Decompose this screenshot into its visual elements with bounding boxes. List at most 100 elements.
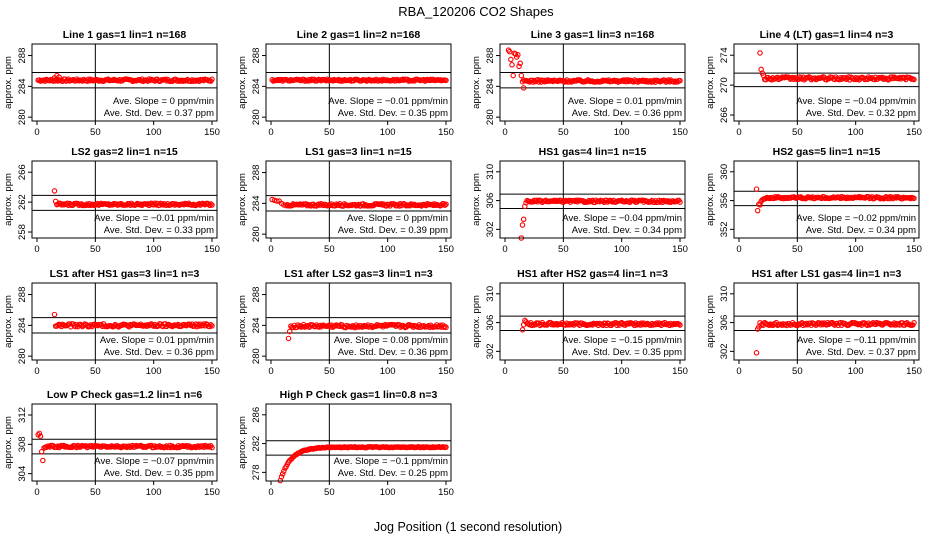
y-axis-label: approx. ppm <box>237 173 248 226</box>
data-point <box>509 62 515 68</box>
data-point <box>586 197 592 204</box>
panel-1: Line 1 gas=1 lin=1 n=168 Ave. Slope = 0 p… <box>3 29 220 138</box>
panel-title: Line 1 gas=1 lin=1 n=168 <box>63 29 187 41</box>
x-axis-label: Jog Position (1 second resolution) <box>374 520 562 534</box>
x-tick-label: 0 <box>502 366 507 377</box>
x-tick-label: 0 <box>736 244 741 255</box>
x-tick-label: 150 <box>204 366 220 377</box>
panel-5: LS2 gas=2 lin=1 n=15 Ave. Slope = −0.01 p… <box>3 146 220 255</box>
x-tick-label: 0 <box>268 244 273 255</box>
panel-title: LS1 gas=3 lin=1 n=15 <box>305 146 412 158</box>
data-point <box>440 324 447 330</box>
data-point <box>286 328 293 335</box>
data-point <box>274 198 280 204</box>
y-tick-label: 312 <box>17 407 28 423</box>
panel-8: HS2 gas=5 lin=1 n=15 Ave. Slope = −0.02 p… <box>705 146 922 255</box>
data-point <box>440 200 447 207</box>
panel-11: HS1 after HS2 gas=4 lin=1 n=3 Ave. Slope … <box>471 268 688 377</box>
data-point <box>153 202 159 208</box>
data-point <box>208 201 214 207</box>
data-point <box>869 321 875 327</box>
y-tick-label: 284 <box>17 78 28 94</box>
x-tick-label: 50 <box>792 366 803 377</box>
plot-frame <box>31 403 218 482</box>
x-tick-label: 50 <box>792 244 803 255</box>
data-point <box>443 77 449 84</box>
x-tick-label: 150 <box>438 244 454 255</box>
data-point <box>520 85 527 91</box>
panel-6: LS1 gas=3 lin=1 n=15 Ave. Slope = 0 ppm/m… <box>237 146 454 255</box>
y-axis-label: approx. ppm <box>705 173 716 226</box>
data-point <box>519 222 526 228</box>
y-tick-label: 278 <box>251 464 262 480</box>
y-tick-label: 266 <box>17 164 28 180</box>
slope-annotation: Ave. Slope = −0.02 ppm/min <box>796 213 916 224</box>
x-tick-label: 150 <box>906 127 922 138</box>
plot-frame <box>265 403 452 482</box>
y-tick-label: 306 <box>485 193 496 209</box>
y-tick-label: 280 <box>485 109 496 125</box>
data-point <box>37 433 44 440</box>
x-tick-label: 100 <box>146 127 162 138</box>
plot-frame <box>499 43 686 122</box>
x-tick-label: 150 <box>438 366 454 377</box>
y-axis-label: approx. ppm <box>471 56 482 109</box>
data-point <box>183 442 190 449</box>
std-dev-annotation: Ave. Std. Dev. = 0.25 ppm <box>338 468 448 479</box>
y-tick-label: 266 <box>719 107 730 123</box>
y-tick-label: 306 <box>719 315 730 331</box>
data-point <box>873 319 880 326</box>
x-tick-label: 100 <box>848 366 864 377</box>
data-point <box>517 60 523 66</box>
y-axis-label: approx. ppm <box>237 295 248 348</box>
data-point <box>876 194 882 201</box>
panel-title: HS1 after HS2 gas=4 lin=1 n=3 <box>517 268 668 280</box>
std-dev-annotation: Ave. Std. Dev. = 0.35 ppm <box>104 468 214 479</box>
y-axis-label: approx. ppm <box>471 295 482 348</box>
x-tick-label: 50 <box>792 127 803 138</box>
x-tick-label: 50 <box>558 244 569 255</box>
data-point <box>36 430 43 437</box>
x-tick-label: 150 <box>672 127 688 138</box>
slope-annotation: Ave. Slope = −0.01 ppm/min <box>328 96 448 107</box>
data-point <box>586 77 592 84</box>
data-point <box>206 202 213 209</box>
x-tick-label: 100 <box>614 244 630 255</box>
x-tick-label: 50 <box>90 127 101 138</box>
panel-10: LS1 after LS2 gas=3 lin=1 n=3 Ave. Slope … <box>237 268 454 377</box>
x-tick-label: 100 <box>146 366 162 377</box>
y-tick-label: 270 <box>719 77 730 93</box>
y-tick-label: 288 <box>17 48 28 64</box>
y-tick-label: 288 <box>251 48 262 64</box>
slope-annotation: Ave. Slope = −0.15 ppm/min <box>562 335 682 346</box>
data-point <box>758 322 764 328</box>
data-point <box>205 201 212 207</box>
panel-14: High P Check gas=1 lin=0.8 n=3 Ave. Slope… <box>237 389 454 498</box>
std-dev-annotation: Ave. Std. Dev. = 0.35 ppm <box>338 108 448 119</box>
data-point <box>677 77 683 84</box>
x-tick-label: 100 <box>380 366 396 377</box>
data-point <box>545 77 551 83</box>
data-point <box>115 78 122 84</box>
data-point <box>443 444 449 450</box>
data-point <box>285 335 292 342</box>
y-tick-label: 284 <box>17 317 28 333</box>
x-tick-label: 150 <box>672 244 688 255</box>
x-tick-label: 50 <box>90 244 101 255</box>
y-tick-label: 280 <box>17 109 28 125</box>
x-tick-label: 50 <box>324 487 335 498</box>
x-tick-label: 150 <box>672 366 688 377</box>
y-tick-label: 280 <box>251 109 262 125</box>
plot-frame <box>733 282 920 361</box>
plot-frame <box>265 43 452 122</box>
data-point <box>585 199 591 205</box>
data-point <box>209 202 215 208</box>
x-tick-label: 50 <box>558 127 569 138</box>
panels-group: Line 1 gas=1 lin=1 n=168 Ave. Slope = 0 p… <box>3 29 922 498</box>
panel-title: High P Check gas=1 lin=0.8 n=3 <box>280 389 438 401</box>
data-point <box>360 323 366 330</box>
data-point <box>160 202 166 208</box>
data-point <box>766 322 773 329</box>
x-tick-label: 0 <box>502 244 507 255</box>
data-point <box>754 207 761 214</box>
